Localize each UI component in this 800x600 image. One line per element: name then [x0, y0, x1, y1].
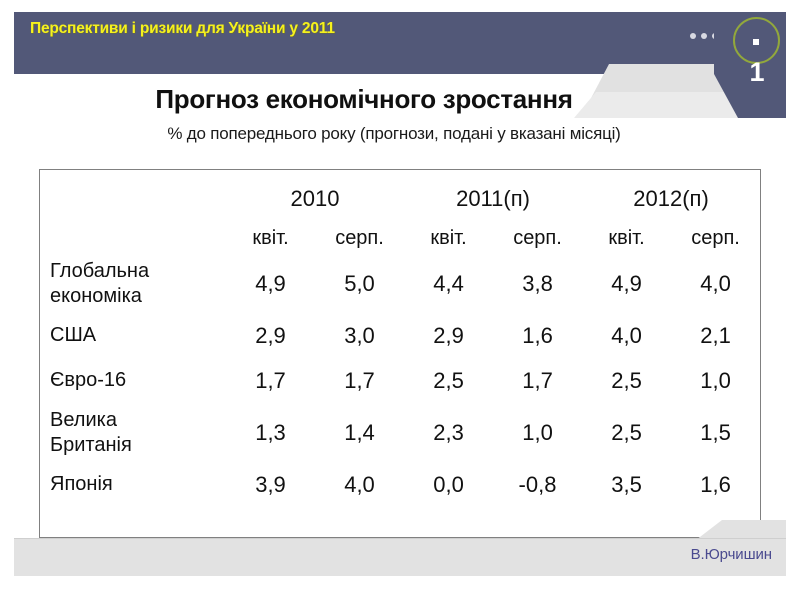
cell-value: 2,3 [433, 419, 464, 445]
year-header-2010: 2010 [290, 186, 340, 211]
header-dot-icon [690, 33, 696, 39]
cell-value: 1,5 [700, 419, 731, 445]
cell-value: 1,0 [700, 367, 731, 393]
row-label-euro-16: Євро-16 [40, 358, 226, 403]
header-dot-icon [701, 33, 707, 39]
cell-value: 0,0 [433, 471, 464, 497]
row-label-line: Японія [50, 473, 113, 495]
cell-value: 1,6 [700, 471, 731, 497]
table-row: США 2,9 3,0 2,9 1,6 4,0 2,1 [40, 313, 760, 358]
page-subtitle: % до попереднього року (прогнози, подані… [167, 124, 621, 143]
cell-value: 3,0 [344, 322, 375, 348]
cell-value: 2,1 [700, 322, 731, 348]
cell-value: 1,7 [522, 367, 553, 393]
row-label-usa: США [40, 313, 226, 358]
cell-value: 3,8 [522, 270, 553, 296]
month-header-2012-aug: серп. [691, 227, 740, 249]
forecast-table: 2010 2011(п) 2012(п) квіт. серп. квіт. с… [40, 170, 760, 507]
cell-value: 4,9 [611, 270, 642, 296]
row-label-great-britain: Велика Британія [40, 403, 226, 462]
row-label-line: Глобальна [50, 259, 150, 282]
table-header-years: 2010 2011(п) 2012(п) [40, 170, 760, 214]
month-header-2010-aug: серп. [335, 227, 384, 249]
cell-value: 4,9 [255, 270, 286, 296]
cell-value: 2,9 [433, 322, 464, 348]
month-header-2012-apr: квіт. [608, 227, 645, 249]
table-row: Японія 3,9 4,0 0,0 -0,8 3,5 1,6 [40, 462, 760, 507]
slide-canvas: Перспективи і ризики для України у 2011 … [14, 12, 786, 576]
footer-author: В.Юрчишин [690, 546, 772, 563]
cell-value: 3,5 [611, 471, 642, 497]
row-label-global-economy: Глобальна економіка [40, 254, 226, 313]
slide-header-band [14, 12, 786, 74]
cell-value: 2,5 [433, 367, 464, 393]
month-header-2010-apr: квіт. [252, 227, 289, 249]
cell-value: 4,0 [344, 471, 375, 497]
row-label-line: Британія [50, 433, 132, 456]
cell-value: -0,8 [518, 471, 557, 497]
header-corner-cell [40, 170, 226, 214]
cell-value: 1,7 [255, 367, 286, 393]
cell-value: 1,0 [522, 419, 553, 445]
cell-value: 2,5 [611, 367, 642, 393]
presentation-header-title: Перспективи і ризики для України у 2011 [30, 20, 335, 37]
table-header-months: квіт. серп. квіт. серп. квіт. серп. [40, 214, 760, 254]
cell-value: 1,7 [344, 367, 375, 393]
cell-value: 4,0 [611, 322, 642, 348]
row-label-line: США [50, 324, 97, 346]
slide-number-dot-icon [753, 39, 759, 45]
year-header-2011: 2011(п) [456, 186, 530, 211]
cell-value: 1,3 [255, 419, 286, 445]
slide-number-circle-icon [733, 17, 780, 64]
cell-value: 2,5 [611, 419, 642, 445]
cell-value: 1,4 [344, 419, 375, 445]
row-label-line: економіка [50, 284, 142, 307]
cell-value: 1,6 [522, 322, 553, 348]
year-header-2012: 2012(п) [633, 186, 709, 211]
forecast-table-frame: 2010 2011(п) 2012(п) квіт. серп. квіт. с… [39, 169, 761, 538]
row-label-line: Євро-16 [50, 369, 127, 391]
cell-value: 4,4 [433, 270, 464, 296]
cell-value: 4,0 [700, 270, 731, 296]
footer-bar [14, 538, 786, 576]
cell-value: 2,9 [255, 322, 286, 348]
table-row: Глобальна економіка 4,9 5,0 4,4 3,8 4,9 … [40, 254, 760, 313]
footer-notch-decoration [696, 520, 786, 540]
slide-number: 1 [749, 57, 765, 87]
cell-value: 3,9 [255, 471, 286, 497]
cell-value: 5,0 [344, 270, 375, 296]
month-header-2011-apr: квіт. [430, 227, 467, 249]
table-row: Велика Британія 1,3 1,4 2,3 1,0 2,5 1,5 [40, 403, 760, 462]
table-row: Євро-16 1,7 1,7 2,5 1,7 2,5 1,0 [40, 358, 760, 403]
row-label-line: Велика [50, 408, 117, 431]
month-header-2011-aug: серп. [513, 227, 562, 249]
row-label-japan: Японія [40, 462, 226, 507]
header-corner-cell-2 [40, 214, 226, 254]
forecast-table-body: Глобальна економіка 4,9 5,0 4,4 3,8 4,9 … [40, 254, 760, 507]
page-title: Прогноз економічного зростання [155, 84, 573, 114]
